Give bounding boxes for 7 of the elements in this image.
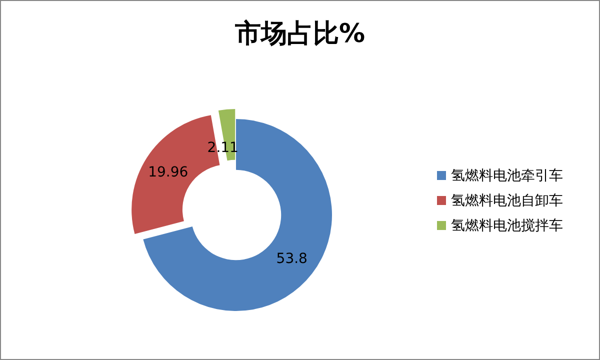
legend-label: 氢燃料电池搅拌车 xyxy=(451,218,563,234)
legend-label: 氢燃料电池自卸车 xyxy=(451,193,563,209)
legend-label: 氢燃料电池牵引车 xyxy=(451,168,563,184)
data-label: 2.11 xyxy=(207,140,238,156)
chart-title: 市场占比% xyxy=(234,19,366,49)
data-label: 19.96 xyxy=(148,164,188,181)
data-label: 53.8 xyxy=(276,251,308,268)
